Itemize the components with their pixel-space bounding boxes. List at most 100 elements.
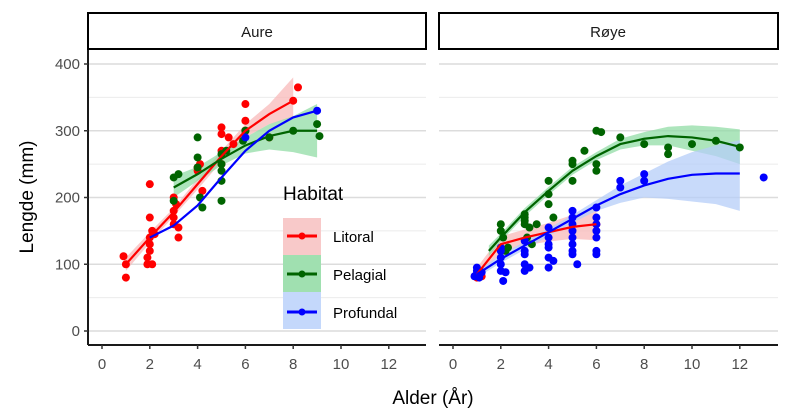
data-point-pelagial: [735, 143, 744, 152]
data-point-litoral: [241, 116, 250, 125]
data-point-profundal: [568, 240, 577, 249]
x-tick-label: 0: [98, 356, 106, 373]
y-tick-label: 100: [55, 256, 80, 273]
data-point-litoral: [198, 186, 207, 195]
data-point-litoral: [148, 260, 157, 269]
data-point-pelagial: [544, 176, 553, 185]
x-tick-label: 6: [241, 356, 249, 373]
data-point-profundal: [544, 240, 553, 249]
x-axis-aure: 0 2 4 6 8 10 12: [88, 344, 426, 373]
panel-roye: [439, 63, 778, 332]
data-point-pelagial: [568, 156, 577, 165]
data-point-pelagial: [616, 133, 625, 142]
data-point-profundal: [544, 263, 553, 272]
strip-label-roye: Røye: [590, 24, 626, 41]
data-point-pelagial: [169, 196, 178, 205]
data-point-profundal: [592, 233, 601, 242]
strip-roye: Røye: [438, 12, 779, 50]
ribbon-litoral: [476, 208, 597, 281]
x-tick-label: 6: [592, 356, 600, 373]
data-point-pelagial: [532, 220, 541, 229]
data-point-litoral: [293, 83, 302, 92]
data-point-pelagial: [503, 243, 512, 252]
fit-line-profundal: [476, 172, 740, 276]
data-point-profundal: [616, 176, 625, 185]
x-tick-label: 10: [684, 356, 701, 373]
ribbon-profundal: [476, 140, 740, 278]
y-tick-label: 300: [55, 123, 80, 140]
legend-item-pelagial: Pelagial: [283, 255, 386, 292]
data-point-litoral: [174, 233, 183, 242]
data-point-litoral: [224, 133, 233, 142]
strip-aure: Aure: [87, 12, 427, 50]
data-point-pelagial: [520, 210, 529, 219]
x-axis-title: Alder (År): [392, 388, 473, 409]
legend-label-litoral: Litoral: [333, 229, 374, 246]
data-point-pelagial: [193, 153, 202, 162]
x-tick-label: 8: [289, 356, 297, 373]
data-point-pelagial: [520, 216, 529, 225]
data-point-profundal: [496, 260, 505, 269]
data-point-litoral: [174, 223, 183, 232]
data-point-pelagial: [198, 203, 207, 212]
y-tick-label: 200: [55, 190, 80, 207]
data-point-profundal: [568, 233, 577, 242]
data-point-pelagial: [174, 170, 183, 179]
data-point-pelagial: [193, 133, 202, 142]
data-point-profundal: [568, 226, 577, 235]
data-point-profundal: [592, 250, 601, 259]
data-point-profundal: [499, 276, 508, 285]
y-tick-label: 0: [72, 323, 80, 340]
fit-line-litoral: [476, 223, 597, 275]
data-point-litoral: [217, 123, 226, 132]
data-point-pelagial: [496, 226, 505, 235]
data-point-litoral: [145, 213, 154, 222]
data-point-litoral: [119, 252, 128, 261]
data-point-profundal: [759, 173, 768, 182]
data-point-profundal: [640, 176, 649, 185]
data-point-litoral: [143, 253, 152, 262]
legend-item-litoral: Litoral: [283, 218, 374, 255]
x-tick-label: 10: [333, 356, 350, 373]
data-point-litoral: [241, 100, 250, 109]
data-point-pelagial: [549, 213, 558, 222]
data-point-litoral: [145, 240, 154, 249]
data-point-pelagial: [597, 128, 606, 137]
data-point-pelagial: [193, 163, 202, 172]
data-point-pelagial: [315, 132, 324, 141]
y-tick-label: 400: [55, 56, 80, 73]
data-point-pelagial: [568, 176, 577, 185]
strip-label-aure: Aure: [241, 24, 273, 41]
fit-line-pelagial: [488, 134, 741, 252]
data-point-pelagial: [217, 166, 226, 175]
y-axis: 0 100 200 300 400: [55, 50, 89, 345]
data-point-profundal: [520, 246, 529, 255]
x-tick-label: 0: [449, 356, 457, 373]
x-tick-label: 2: [497, 356, 505, 373]
data-point-pelagial: [217, 160, 226, 169]
x-tick-label: 8: [640, 356, 648, 373]
y-axis-title: Lengde (mm): [17, 141, 38, 254]
data-point-profundal: [616, 183, 625, 192]
data-point-profundal: [241, 133, 250, 142]
fit-line-profundal: [149, 109, 318, 239]
data-point-profundal: [544, 223, 553, 232]
data-point-profundal: [640, 170, 649, 179]
data-point-pelagial: [217, 196, 226, 205]
data-point-profundal: [568, 206, 577, 215]
legend-label-profundal: Profundal: [333, 305, 397, 322]
legend-label-pelagial: Pelagial: [333, 267, 386, 284]
data-point-pelagial: [525, 223, 534, 232]
data-point-profundal: [544, 233, 553, 242]
x-tick-label: 12: [380, 356, 397, 373]
legend-item-profundal: Profundal: [283, 292, 397, 329]
data-point-profundal: [525, 263, 534, 272]
fit-line-pelagial: [173, 129, 318, 189]
data-point-litoral: [121, 273, 130, 282]
x-tick-label: 2: [146, 356, 154, 373]
data-point-litoral: [217, 130, 226, 139]
data-point-profundal: [573, 260, 582, 269]
data-point-profundal: [501, 268, 510, 277]
data-point-pelagial: [592, 166, 601, 175]
